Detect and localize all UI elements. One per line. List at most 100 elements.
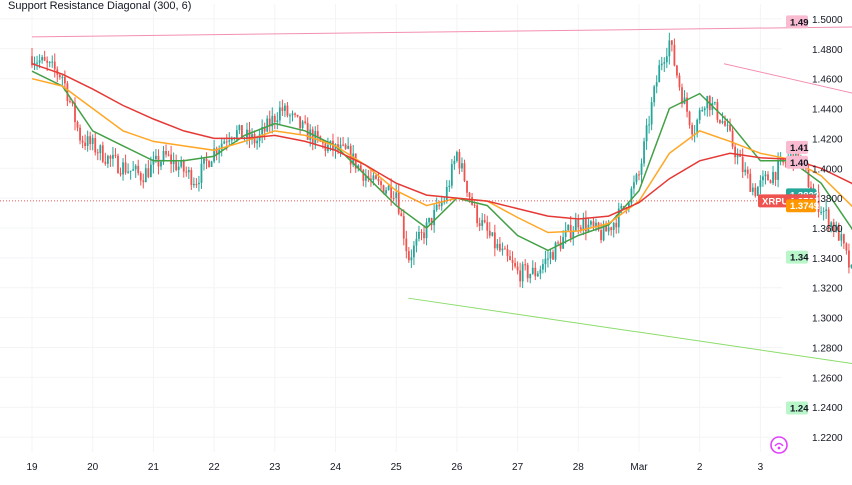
candle-body — [638, 174, 640, 176]
candle-body — [435, 204, 438, 210]
candle-body — [466, 180, 468, 193]
candle-body — [445, 187, 448, 202]
candle-body — [251, 134, 253, 140]
candle-body — [200, 163, 203, 183]
candle-body — [84, 142, 87, 146]
candle-body — [165, 151, 167, 155]
candle-body — [273, 115, 276, 122]
y-tick-label: 1.3600 — [812, 224, 843, 235]
candle-body — [395, 192, 398, 199]
candle-body — [840, 234, 843, 241]
candle-body — [48, 62, 51, 64]
candle-body — [344, 144, 347, 149]
candle-body — [198, 182, 200, 185]
candle-body — [238, 125, 241, 131]
candle-body — [521, 264, 524, 282]
candle-body — [122, 162, 124, 175]
candle-body — [433, 209, 436, 226]
candle-body — [635, 174, 638, 183]
y-tick-label: 1.2200 — [812, 433, 843, 444]
resistance-trendline — [723, 63, 852, 94]
candle-body — [524, 264, 527, 266]
candle-body — [579, 227, 582, 230]
price-label-box — [786, 140, 808, 154]
candle-body — [756, 186, 759, 196]
candle-body — [741, 156, 744, 173]
candle-body — [137, 165, 140, 174]
candle-body — [210, 161, 213, 167]
price-label-text: 1.41 — [790, 143, 809, 154]
candle-body — [633, 182, 635, 189]
candle-body — [531, 267, 534, 275]
candle-body — [746, 169, 749, 174]
candle-body — [354, 153, 357, 169]
candle-body — [385, 190, 387, 194]
candle-body — [392, 198, 395, 200]
candle-body — [820, 211, 822, 213]
candle-body — [364, 176, 367, 181]
candle-body — [134, 165, 137, 170]
candle-body — [407, 251, 410, 261]
candle-body — [491, 232, 494, 236]
candle-body — [440, 202, 443, 207]
candle-body — [554, 242, 557, 260]
candle-body — [36, 62, 38, 64]
y-tick-label: 1.3800 — [812, 194, 843, 205]
x-tick-label: 3 — [758, 462, 764, 473]
candle-body — [405, 238, 408, 252]
candle-body — [41, 57, 44, 61]
tv-logo-icon — [770, 436, 788, 454]
candle-body — [423, 232, 425, 239]
candle-body — [413, 245, 415, 258]
candle-body — [511, 260, 514, 263]
candle-body — [572, 230, 575, 239]
candle-body — [425, 222, 428, 239]
candle-body — [294, 113, 296, 115]
candle-body — [359, 165, 362, 170]
candle-body — [706, 96, 709, 109]
candle-body — [648, 124, 651, 126]
candle-body — [549, 252, 552, 259]
candle-body — [450, 164, 453, 186]
candle-body — [713, 102, 716, 104]
candle-body — [291, 113, 294, 116]
candle-body — [536, 273, 539, 277]
candle-body — [630, 188, 633, 204]
candle-body — [736, 154, 739, 158]
y-tick-label: 1.2800 — [812, 343, 843, 354]
x-tick-label: 26 — [451, 462, 463, 473]
candle-body — [729, 124, 731, 131]
candle-body — [673, 44, 676, 66]
candle-body — [456, 152, 458, 161]
candle-body — [640, 163, 643, 175]
candle-body — [69, 101, 71, 103]
candle-body — [483, 220, 486, 223]
candle-body — [817, 192, 820, 212]
candle-body — [650, 102, 653, 125]
candle-body — [762, 176, 764, 181]
candle-body — [192, 183, 195, 186]
x-tick-label: 24 — [330, 462, 342, 473]
x-tick-label: 27 — [512, 462, 524, 473]
candle-body — [296, 114, 299, 117]
candle-body — [162, 151, 165, 162]
candle-body — [205, 158, 208, 161]
candle-body — [458, 152, 461, 169]
resistance-trendline — [31, 26, 852, 38]
candle-body — [620, 205, 623, 209]
candle-body — [516, 266, 519, 271]
candle-body — [132, 169, 135, 171]
candle-body — [842, 234, 845, 244]
candle-body — [592, 221, 595, 227]
candle-body — [764, 174, 767, 177]
candle-body — [387, 185, 390, 191]
candle-body — [81, 140, 84, 143]
candle-body — [430, 217, 433, 226]
y-tick-label: 1.4000 — [812, 164, 843, 175]
candle-body — [377, 179, 380, 182]
candle-body — [347, 145, 350, 149]
candle-body — [370, 178, 372, 180]
candle-body — [577, 219, 580, 228]
candle-body — [241, 125, 243, 139]
